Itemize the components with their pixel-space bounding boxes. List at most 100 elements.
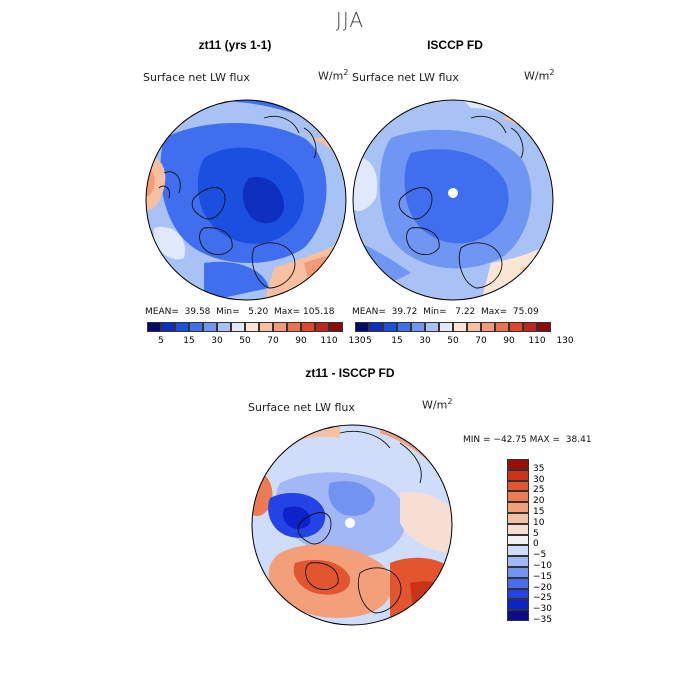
colorbar-cell [329,322,343,332]
colorbar-cell [161,322,175,332]
colorbar-cell [369,322,383,332]
colorbar-tick-label: 30 [533,474,545,485]
polar-map-diff [251,424,453,626]
coastline [251,242,296,289]
units-label-diff: W/m2 [422,397,453,412]
colorbar-ticks-diff: 35 30 25 20 15 10 5 0 −5 −10 −15 −20 −25 −30 −35 [533,459,573,629]
minmax-diff: MIN = −42.75 MAX = 38.41 [463,435,592,445]
missing-data-pole [448,188,458,198]
colorbar-cell [495,322,509,332]
coastline [458,242,503,289]
coastline [470,115,524,159]
colorbar-cell [507,577,529,589]
colorbar-cell [507,512,529,524]
contour-region [154,227,185,260]
missing-data-pole [345,518,355,528]
colorbar-cell [273,322,287,332]
coastline [398,187,433,220]
colorbar-tick-label: 50 [239,336,251,346]
colorbar-tick-label: −20 [533,582,552,593]
colorbar-tick-label: 90 [503,336,515,346]
contour-region [410,581,452,625]
colorbar-cell [245,322,259,332]
colorbar-cell [507,556,529,567]
panel-title-diff: zt11 - ISCCP FD [305,366,395,380]
colorbar-cell [411,322,425,332]
coastline [339,430,422,484]
colorbar-cell [231,322,245,332]
coastline [297,512,332,545]
panel-title-obs: ISCCP FD [427,38,483,52]
colorbar-tick-label: 130 [348,336,366,346]
colorbar-cell [507,491,529,503]
colorbar-cell [189,322,203,332]
colorbar-tick-label: 5 [533,528,539,539]
colorbar-cell [507,523,529,535]
map-boundary [145,99,347,301]
colorbar-cell [287,322,301,332]
colorbar-tick-label: 35 [533,463,545,474]
map-boundary [352,99,554,301]
colorbar-model [147,322,343,332]
colorbar-tick-label: 25 [533,485,545,496]
colorbar-cell [507,566,529,578]
colorbar-tick-label: 5 [158,336,164,346]
coastline [158,171,181,199]
colorbar-tick-label: −10 [533,561,552,571]
colorbar-cell [355,322,369,332]
contour-region [282,506,311,529]
stats-obs: MEAN= 39.72 Min= 7.22 Max= 75.09 [352,307,539,317]
colorbar-cell [453,322,467,332]
variable-label-diff: Surface net LW flux [248,401,355,414]
colorbar-cell [523,322,537,332]
colorbar-tick-label: 15 [533,507,545,517]
colorbar-tick-label: 70 [267,336,279,346]
colorbar-cell [397,322,411,332]
colorbar-tick-label: −30 [533,604,552,615]
colorbar-tick-label: 50 [447,336,459,346]
colorbar-cell [439,322,453,332]
colorbar-tick-label: 30 [419,336,431,346]
contour-region [242,177,284,224]
colorbar-cell [147,322,161,332]
colorbar-tick-label: 5 [366,336,372,346]
colorbar-tick-label: −15 [533,571,552,582]
colorbar-tick-label: 90 [295,336,307,346]
colorbar-tick-label: 30 [211,336,223,346]
contour-region [204,261,269,300]
variable-label-obs: Surface net LW flux [352,71,459,84]
map-boundary [251,424,453,626]
colorbar-tick-label: 20 [533,496,545,507]
colorbar-cell [507,588,529,600]
colorbar-tick-label: 110 [528,336,546,346]
colorbar-cell [507,502,529,513]
coastline [305,562,339,590]
colorbar-cell [301,322,315,332]
colorbar-diff [507,459,529,621]
colorbar-tick-label: 0 [533,539,539,550]
colorbar-cell [259,322,273,332]
colorbar-cell [481,322,495,332]
coastline [199,227,233,255]
polar-map-model [145,99,347,301]
colorbar-ticks-obs: 5 15 30 50 70 90 110 130 [355,336,573,348]
colorbar-ticks-model: 5 15 30 50 70 90 110 130 [147,336,365,348]
colorbar-tick-label: 110 [320,336,338,346]
polar-map-obs [352,99,554,301]
colorbar-cell [507,534,529,546]
coastline [191,187,226,220]
colorbar-tick-label: −35 [533,615,552,625]
stats-model: MEAN= 39.58 Min= 5.20 Max= 105.18 [145,307,335,317]
colorbar-cell [509,322,523,332]
colorbar-cell [217,322,231,332]
contour-region [293,559,351,595]
colorbar-cell [203,322,217,332]
colorbar-cell [425,322,439,332]
contour-region [400,491,452,553]
contour-region [328,481,375,516]
colorbar-tick-label: 15 [391,336,403,346]
colorbar-tick-label: 130 [556,336,574,346]
units-label-model: W/m2 [318,68,349,83]
coastline [263,115,317,159]
colorbar-obs [355,322,551,332]
